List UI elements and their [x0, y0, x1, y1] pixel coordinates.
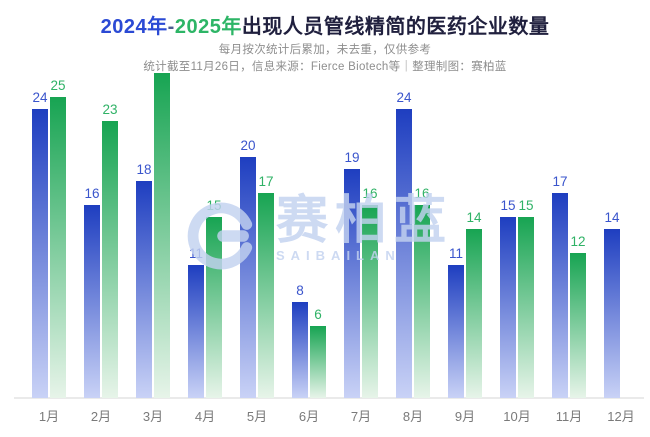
bar-2024年-4月: [188, 265, 204, 398]
bar-2025年-6月: [310, 326, 326, 398]
x-tick-2月: 2月: [90, 409, 112, 424]
x-tick-10月: 10月: [503, 409, 531, 424]
bar-label-2024年-6月: 8: [296, 283, 304, 298]
chart-title: 2024年-2025年出现人员管线精简的医药企业数量: [0, 10, 650, 39]
x-tick-8月: 8月: [402, 409, 424, 424]
bar-2025年-10月: [518, 217, 534, 398]
subtitle-line-2: 统计截至11月26日，信息来源：Fierce Biotech等｜整理制图：赛柏蓝: [143, 61, 507, 73]
subtitle-line-1: 每月按次统计后累加，未去重，仅供参考: [218, 44, 432, 56]
x-axis-line: [14, 397, 644, 399]
bar-label-2025年-6月: 6: [314, 307, 322, 322]
bar-2024年-11月: [552, 193, 568, 398]
x-tick-7月: 7月: [350, 409, 372, 424]
x-tick-11月: 11月: [555, 409, 583, 424]
bar-2024年-3月: [136, 181, 152, 398]
bar-label-2025年-7月: 16: [362, 186, 378, 201]
bar-2025年-2月: [102, 121, 118, 398]
x-tick-1月: 1月: [38, 409, 60, 424]
bar-label-2024年-12月: 14: [604, 210, 620, 225]
bar-2024年-12月: [604, 229, 620, 398]
x-tick-4月: 4月: [194, 409, 216, 424]
title-year-2024: 2024年: [100, 16, 168, 38]
bar-label-2024年-7月: 19: [344, 150, 360, 165]
x-tick-12月: 12月: [607, 409, 635, 424]
x-tick-5月: 5月: [246, 409, 268, 424]
bar-2024年-6月: [292, 302, 308, 398]
title-main-text: 出现人员管线精简的医药企业数量: [241, 16, 550, 38]
bar-2025年-3月: [154, 73, 170, 398]
bar-label-2025年-10月: 15: [518, 198, 534, 213]
bar-2024年-5月: [240, 157, 256, 398]
x-tick-6月: 6月: [298, 409, 320, 424]
bar-label-2025年-8月: 16: [414, 186, 430, 201]
bar-label-2024年-11月: 17: [552, 174, 568, 189]
bar-2025年-8月: [414, 205, 430, 398]
bar-label-2025年-11月: 12: [570, 234, 586, 249]
bar-label-2024年-5月: 20: [240, 138, 256, 153]
title-year-2025: 2025年: [174, 16, 242, 38]
bar-label-2025年-9月: 14: [466, 210, 482, 225]
bar-2025年-11月: [570, 253, 586, 398]
bar-2024年-7月: [344, 169, 360, 398]
bar-label-2024年-4月: 11: [188, 246, 204, 261]
x-tick-9月: 9月: [454, 409, 476, 424]
bar-2025年-1月: [50, 97, 66, 398]
bar-label-2024年-8月: 24: [396, 90, 412, 105]
x-tick-3月: 3月: [142, 409, 164, 424]
title-dash: -: [167, 16, 175, 38]
bar-2024年-10月: [500, 217, 516, 398]
bar-2025年-9月: [466, 229, 482, 398]
bar-label-2025年-2月: 23: [102, 102, 118, 117]
bar-2024年-1月: [32, 109, 48, 398]
bar-label-2024年-10月: 15: [500, 198, 516, 213]
bar-2024年-9月: [448, 265, 464, 398]
bar-2025年-7月: [362, 205, 378, 398]
bar-2024年-2月: [84, 205, 100, 398]
bar-2025年-4月: [206, 217, 222, 398]
bar-2024年-8月: [396, 109, 412, 398]
bar-label-2024年-3月: 18: [136, 162, 152, 177]
bar-label-2024年-1月: 24: [32, 90, 48, 105]
bar-label-2025年-5月: 17: [258, 174, 274, 189]
bar-2025年-5月: [258, 193, 274, 398]
bar-label-2025年-4月: 15: [206, 198, 222, 213]
bar-label-2024年-9月: 11: [448, 246, 464, 261]
bar-label-2025年-1月: 25: [50, 78, 66, 93]
bar-label-2024年-2月: 16: [84, 186, 100, 201]
